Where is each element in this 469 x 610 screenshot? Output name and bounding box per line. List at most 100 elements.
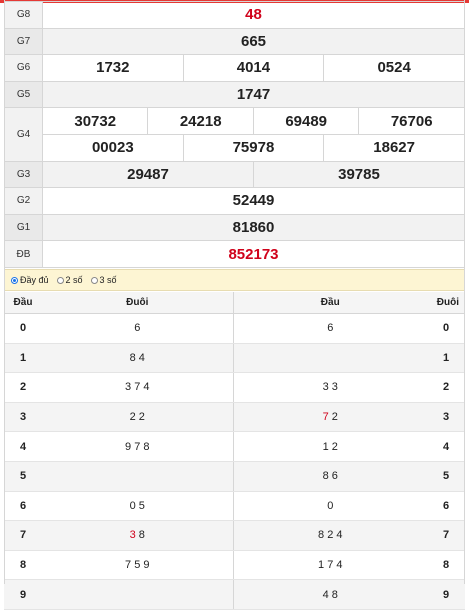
prize-row-db: ĐB 852173 [4,240,465,268]
duoi-values: 2 2 [42,402,233,433]
prize-number: 48 [42,1,465,29]
prize-number: 69489 [252,107,360,135]
table-row: 0 6 6 0 [4,313,465,344]
prize-label: ĐB [4,240,43,268]
duoi-key: 3 [427,402,465,433]
dau-key: 5 [4,461,42,492]
dau-values: 3 3 [232,372,427,403]
prize-row-g4-b: 00023 75978 18627 [5,133,465,162]
prize-number: 4014 [182,54,325,82]
duoi-values: 0 5 [42,491,233,522]
prize-row-g7: G7 665 [4,27,465,56]
radio-icon[interactable] [56,276,64,284]
duoi-key: 8 [427,550,465,581]
duoi-key: 0 [427,313,465,344]
prize-label: G4 [4,107,43,162]
prize-number: 75978 [182,133,325,162]
prize-row-g8: G8 48 [4,1,465,29]
prize-row-g2: G2 52449 [4,187,465,215]
prize-number: 00023 [42,133,184,162]
prize-row-g6: G6 1732 4014 0524 [4,54,465,82]
header-duoi-right: Đuôi [427,292,465,314]
duoi-key: 9 [427,579,465,610]
prize-number: 81860 [42,213,465,242]
table-row: 6 0 5 0 6 [4,491,465,522]
prize-number: 76706 [358,107,465,135]
dau-key: 8 [4,550,42,581]
header-dau-right: Đầu [232,292,427,314]
duoi-values: 6 [42,313,233,344]
prize-label: G5 [4,80,43,109]
radio-icon[interactable] [90,276,98,284]
prize-number: 29487 [42,160,254,189]
duoi-key: 7 [427,520,465,551]
prize-row-g4-a: G4 30732 24218 69489 76706 [4,107,465,162]
option-full-label: Đầy đủ [20,275,49,285]
prize-table: G8 48 G7 665 G6 1732 4014 0524 G5 1747 G… [4,1,466,268]
prize-label: G8 [4,1,43,29]
header-dau: Đầu [4,292,42,314]
dau-values [232,343,427,374]
duoi-key: 1 [427,343,465,374]
dau-values: 6 [232,313,427,344]
dau-values: 1 7 4 [232,550,427,581]
prize-number: 1732 [42,54,184,82]
duoi-key: 6 [427,491,465,522]
display-options-bar: Đầy đủ 2 số 3 số [4,269,465,291]
table-row: 8 7 5 9 1 7 4 8 [4,550,465,581]
table-row: 4 9 7 8 1 2 4 [4,431,465,462]
prize-label: G2 [4,187,43,215]
highlight-digit: 3 [129,529,136,542]
duoi-key: 5 [427,461,465,492]
prize-row-g3: G3 29487 39785 [4,160,466,189]
prize-row-g1: G1 81860 [4,213,465,242]
table-row: 7 3 8 8 2 4 7 [4,520,465,551]
option-two-label: 2 số [65,275,83,285]
duoi-values: 7 5 9 [42,550,233,581]
duoi-values [42,461,233,492]
table-row: 9 4 8 9 [4,579,465,610]
prize-label: G6 [4,54,43,82]
prize-number: 24218 [147,107,254,135]
radio-selected-icon[interactable] [11,276,18,284]
dau-key: 4 [4,431,42,462]
duoi-values: 3 8 [42,520,233,551]
prize-number: 52449 [42,187,465,215]
option-two-digits[interactable]: 2 số [56,275,83,285]
prize-label: G7 [4,27,43,56]
duoi-values [42,579,233,610]
table-row: 3 2 2 7 2 3 [4,402,465,433]
dau-values: 7 2 [232,402,427,433]
header-duoi: Đuôi [42,292,233,314]
table-row: 5 8 6 5 [4,461,465,492]
duoi-key: 2 [427,372,465,403]
prize-number: 1747 [42,80,465,109]
option-full[interactable]: Đầy đủ [11,275,49,285]
prize-number: 30732 [41,107,149,135]
special-prize-number: 852173 [42,240,465,268]
table-row: 1 8 4 1 [4,343,465,374]
dau-key: 0 [4,313,42,344]
duoi-values: 3 7 4 [42,372,233,403]
duoi-values: 8 4 [42,343,233,374]
dau-values: 0 [232,491,427,522]
dau-key: 6 [4,491,42,522]
highlight-digit: 7 [322,411,329,424]
dau-key: 3 [4,402,42,433]
prize-number: 0524 [323,54,465,82]
table-row: 2 3 7 4 3 3 2 [4,372,465,403]
dau-values: 4 8 [232,579,427,610]
dau-values: 8 2 4 [232,520,427,551]
dau-values: 8 6 [232,461,427,492]
dau-key: 9 [4,579,42,610]
prize-label: G3 [4,160,43,189]
prize-number: 18627 [323,133,465,162]
option-three-label: 3 số [99,275,117,285]
duoi-key: 4 [427,431,465,462]
option-three-digits[interactable]: 3 số [90,275,117,285]
prize-number: 665 [42,27,465,56]
head-tail-table: Đầu Đuôi Đầu Đuôi 0 6 6 0 1 8 4 1 2 3 7 … [4,292,465,610]
dau-key: 2 [4,372,42,403]
dau-key: 7 [4,520,42,551]
digit-rest: 8 [135,529,145,542]
